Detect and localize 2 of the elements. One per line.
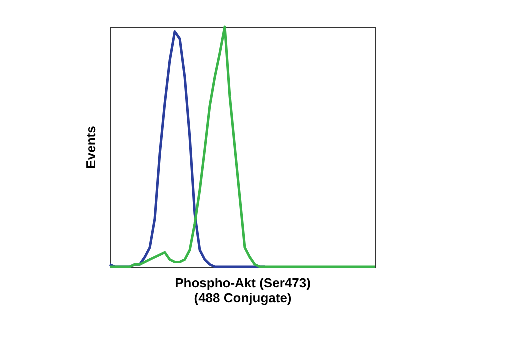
x-axis-title: Phospho-Akt (Ser473) (488 Conjugate) [175, 276, 311, 306]
y-axis-title: Events [84, 126, 98, 169]
